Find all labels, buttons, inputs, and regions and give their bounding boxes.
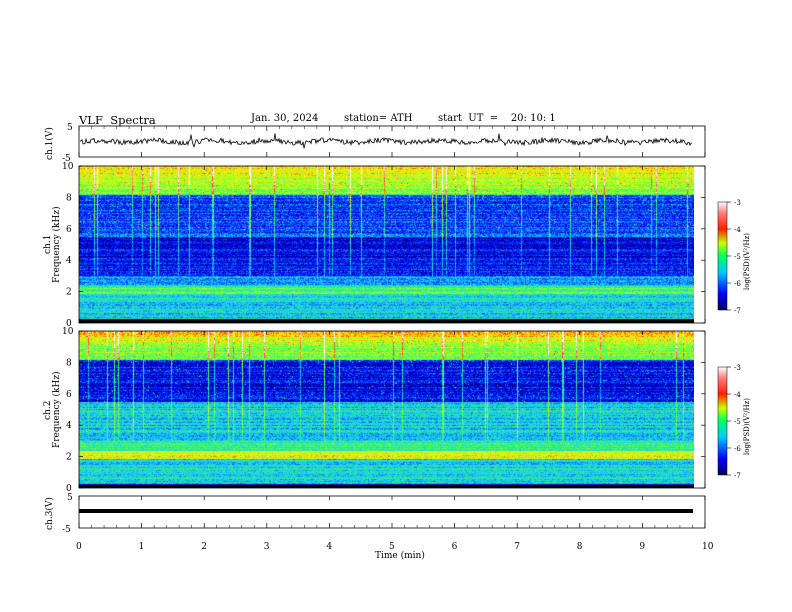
colorbar-tick-label: -4 <box>734 226 741 234</box>
ch1-spectrogram-image <box>79 166 694 323</box>
y-tick-label: 8 <box>66 193 72 203</box>
y-tick-label: 2 <box>66 453 72 463</box>
x-tick-label: 9 <box>639 542 645 552</box>
x-tick-label: 0 <box>76 542 82 552</box>
y-tick-label: 0 <box>66 319 72 329</box>
y-tick-label: 2 <box>66 288 72 298</box>
x-tick-label: 7 <box>514 542 520 552</box>
ch1-colorbar <box>717 201 728 311</box>
colorbar-tick-label: -6 <box>734 280 741 288</box>
y-tick-label: 4 <box>66 421 72 431</box>
ch3-ylabel: ch.3(V) <box>44 497 55 530</box>
station-label: station= ATH <box>344 113 413 124</box>
y-tick-label: 10 <box>62 327 74 337</box>
y-tick-label: 0 <box>66 484 72 494</box>
date-label: Jan. 30, 2024 <box>251 113 319 124</box>
ch2-colorbar <box>717 366 728 476</box>
x-tick-label: 3 <box>264 542 270 552</box>
y-tick-label: 8 <box>66 358 72 368</box>
colorbar-tick-label: -7 <box>734 307 741 315</box>
spec2-ylabel: Frequency (kHz) <box>51 371 62 448</box>
x-tick-label: 4 <box>326 542 332 552</box>
x-tick-label: 2 <box>201 542 207 552</box>
colorbar-tick-label: -3 <box>734 364 741 372</box>
spec1-channel-label: ch.1 <box>43 235 53 254</box>
ch3-ytick-top: 5 <box>67 493 73 503</box>
ch1-ylabel: ch.1(V) <box>44 127 55 160</box>
colorbar-tick-label: -6 <box>734 445 741 453</box>
ch1-ytick-top: 5 <box>67 123 73 133</box>
x-axis-label: Time (min) <box>375 550 425 561</box>
ch1-colorbar-label: log(PSD)(V²/Hz) <box>743 233 751 290</box>
ch3-ytick-bottom: -5 <box>62 525 71 535</box>
colorbar-tick-label: -5 <box>734 418 741 426</box>
ch2-colorbar-label: log(PSD)(V²/Hz) <box>743 398 751 455</box>
x-tick-label: 5 <box>389 542 395 552</box>
ch1-waveform-line <box>79 133 693 149</box>
spec1-ylabel: Frequency (kHz) <box>51 206 62 283</box>
colorbar-tick-label: -4 <box>734 391 741 399</box>
x-tick-label: 6 <box>452 542 458 552</box>
x-tick-label: 8 <box>577 542 583 552</box>
x-tick-label: 1 <box>139 542 145 552</box>
spec2-channel-label: ch.2 <box>43 401 53 420</box>
ch1-ytick-bottom: -5 <box>62 154 71 164</box>
start-time-label: start UT = 20: 10: 1 <box>438 113 556 124</box>
y-tick-label: 10 <box>62 162 74 172</box>
colorbar-tick-label: -3 <box>734 199 741 207</box>
colorbar-tick-label: -5 <box>734 253 741 261</box>
y-tick-label: 6 <box>66 390 72 400</box>
chart-title: VLF Spectra <box>79 113 156 127</box>
ch3-waveform-line <box>79 509 693 513</box>
x-tick-label: 10 <box>702 542 714 552</box>
y-tick-label: 4 <box>66 256 72 266</box>
colorbar-tick-label: -7 <box>734 472 741 480</box>
y-tick-label: 6 <box>66 225 72 235</box>
ch2-spectrogram-image <box>79 331 694 488</box>
